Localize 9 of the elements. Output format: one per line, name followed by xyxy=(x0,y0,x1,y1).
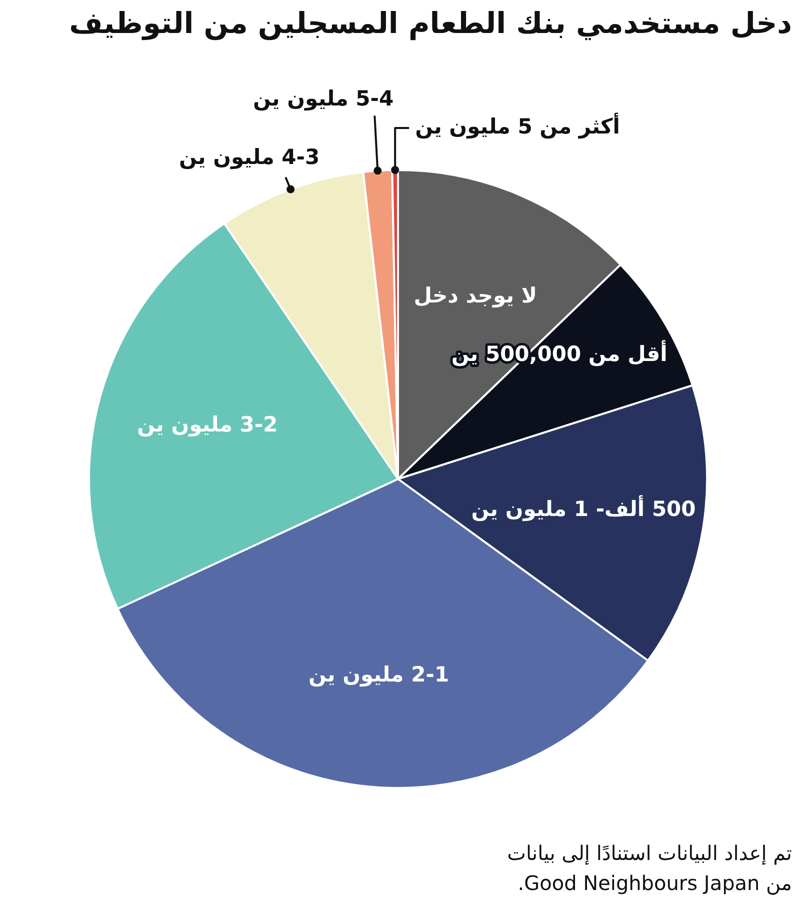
slice-label: 4-3 مليون ين xyxy=(178,145,320,170)
slice-label: 3-2 مليون ين xyxy=(137,412,278,438)
slice-label: 500 ألف- 1 مليون ين xyxy=(471,495,696,522)
slice-label: لا يوجد دخل xyxy=(414,283,538,308)
chart-title: دخل مستخدمي بنك الطعام المسجلين من التوظيف xyxy=(69,6,792,40)
text: تم إعداد البيانات استنادًا إلى بيانات من Good Neighbours Japan. xyxy=(506,840,792,897)
slice-label: 2-1 مليون ين xyxy=(308,662,450,688)
slice-label: أكثر من 5 مليون ين xyxy=(415,112,620,140)
slice-label: 5-4 مليون ين xyxy=(253,86,394,112)
